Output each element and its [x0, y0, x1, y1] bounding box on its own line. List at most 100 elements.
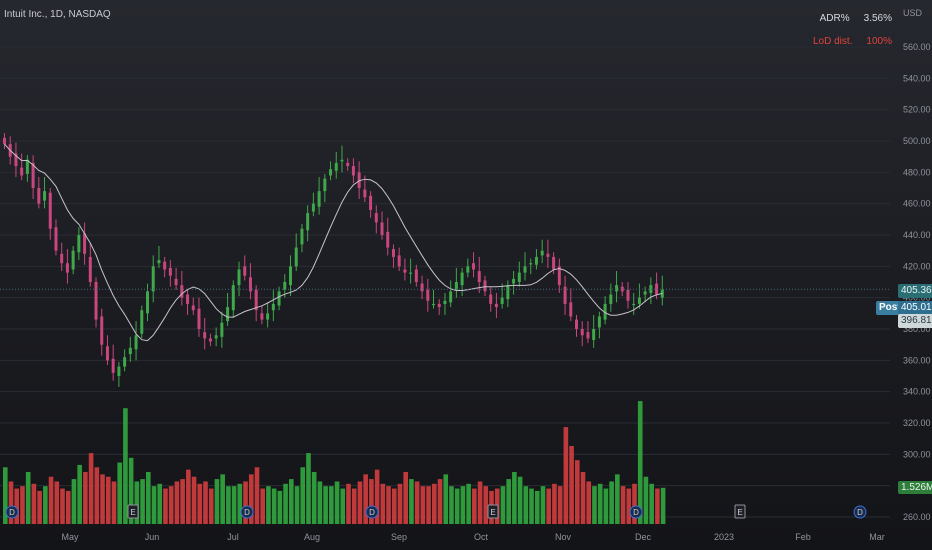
candle-body: [254, 289, 258, 311]
volume-bar: [534, 490, 540, 524]
volume-bar: [409, 479, 414, 524]
candle-body: [420, 283, 424, 292]
volume-bar: [203, 481, 208, 524]
volume-bar: [128, 457, 134, 524]
post-market-price-tag: 405.01: [898, 301, 932, 315]
volume-bar: [254, 467, 260, 524]
candle-body: [655, 283, 659, 295]
volume-bar: [403, 472, 408, 524]
symbol-title[interactable]: Intuit Inc., 1D, NASDAQ: [4, 9, 111, 20]
candle-body: [534, 256, 538, 265]
volume-bar: [615, 474, 620, 524]
volume-bar: [369, 479, 374, 524]
volume-bar: [88, 453, 94, 524]
candle-body: [123, 357, 127, 367]
candle-body: [266, 313, 270, 320]
candlesticks: [3, 133, 664, 387]
svg-text:E: E: [490, 508, 495, 517]
candle-body: [351, 166, 355, 176]
candle-body: [277, 291, 281, 306]
price-axis-label: 320.00: [903, 418, 931, 428]
candle-body: [540, 250, 544, 256]
price-axis-label: 440.00: [903, 230, 931, 240]
candle-body: [449, 291, 453, 303]
candle-body: [552, 256, 556, 270]
volume-bar: [432, 483, 437, 524]
volume-bar: [357, 481, 363, 524]
candle-body: [363, 189, 367, 198]
price-axis-label: 380.00: [903, 324, 931, 334]
candle-body: [334, 162, 338, 171]
candle-body: [37, 188, 41, 204]
price-axis-label: 460.00: [903, 199, 931, 209]
volume-bar: [94, 467, 100, 524]
volume-bar: [111, 481, 117, 524]
volume-bar: [437, 479, 443, 524]
candle-body: [500, 297, 504, 304]
volume-bar: [512, 472, 517, 524]
dividend-marker[interactable]: D: [240, 505, 254, 519]
candle-body: [580, 329, 584, 336]
volume-bar: [466, 483, 471, 524]
candle-body: [517, 272, 521, 282]
earnings-marker[interactable]: E: [734, 504, 746, 519]
volume-bar: [43, 486, 48, 524]
time-axis-label: Feb: [795, 532, 811, 542]
candle-body: [597, 316, 601, 328]
dividend-marker[interactable]: D: [5, 505, 19, 519]
candle-body: [146, 291, 149, 314]
candle-body: [208, 338, 212, 342]
candle-body: [25, 159, 29, 174]
volume-bars: [3, 401, 666, 524]
candle-body: [466, 266, 470, 273]
volume-tag: 1.526M: [898, 481, 932, 494]
volume-bar: [311, 472, 317, 524]
candle-body: [14, 153, 18, 167]
volume-bar: [575, 460, 580, 524]
price-axis-label: 300.00: [903, 449, 931, 459]
candle-body: [380, 222, 384, 235]
volume-bar: [340, 488, 346, 524]
volume-bar: [214, 479, 220, 524]
time-axis-label: Oct: [474, 532, 489, 542]
candle-body: [294, 247, 298, 267]
candle-body: [632, 303, 636, 306]
volume-bar: [363, 474, 368, 524]
volume-bar: [146, 472, 151, 524]
dividend-marker[interactable]: D: [853, 505, 867, 519]
dividend-marker[interactable]: D: [365, 505, 379, 519]
earnings-marker[interactable]: E: [487, 504, 499, 519]
volume-bar: [414, 481, 420, 524]
volume-bar: [626, 488, 632, 524]
candle-body: [197, 308, 201, 329]
candle-body: [77, 235, 81, 253]
volume-bar: [552, 483, 557, 524]
volume-bar: [300, 467, 306, 524]
candle-body: [3, 137, 6, 145]
volume-bar: [620, 486, 626, 524]
volume-bar: [374, 469, 380, 524]
volume-bar: [660, 487, 666, 524]
volume-bar: [294, 486, 300, 524]
candle-body: [94, 282, 98, 320]
candle-body: [300, 228, 304, 245]
price-axis-label: 560.00: [903, 42, 931, 52]
candle-body: [186, 294, 190, 304]
volume-bar: [317, 481, 323, 524]
earnings-marker[interactable]: E: [127, 504, 139, 519]
time-axis-label: 2023: [714, 532, 734, 542]
candle-body: [237, 269, 241, 286]
volume-bar: [117, 462, 122, 524]
candle-body: [43, 191, 47, 201]
volume-bar: [391, 488, 397, 524]
volume-bar: [500, 486, 506, 524]
volume-bar: [529, 488, 534, 524]
dividend-marker[interactable]: D: [629, 505, 643, 519]
currency-label: USD: [903, 8, 923, 18]
candle-body: [48, 192, 52, 229]
candle-body: [248, 277, 252, 292]
volume-bar: [180, 479, 185, 524]
candle-body: [168, 267, 172, 276]
price-axis-label: 480.00: [903, 167, 931, 177]
